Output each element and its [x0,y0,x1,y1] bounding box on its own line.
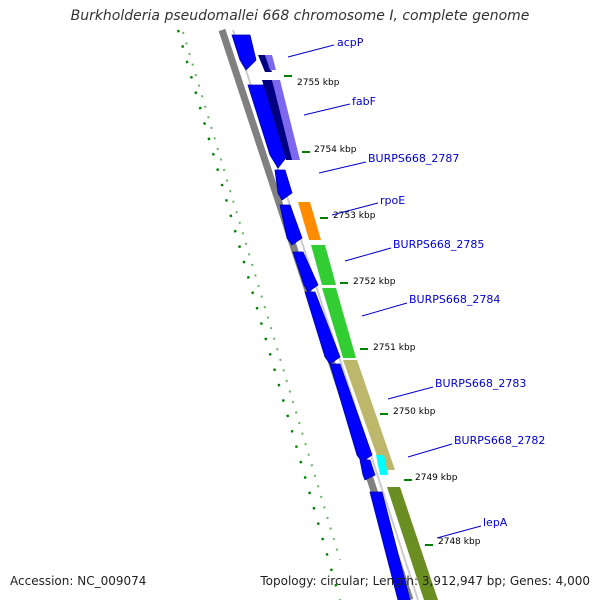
gene-label-acpP: acpP [337,36,364,49]
orf-arrow [369,491,411,600]
gene-label-2783: BURPS668_2783 [435,377,526,390]
leader-line [331,202,379,216]
orf-arrow [359,459,376,481]
orf-arrow [329,363,373,463]
leader-line [407,443,453,458]
leader-line [344,247,392,262]
scale-labels: 2755 kbp 2754 kbp 2753 kbp 2752 kbp 2751… [297,78,481,547]
accession-label: Accession: NC_009074 [10,574,147,588]
leader-line [436,525,482,539]
gene-label-fabF: fabF [352,95,376,108]
scale-label: 2754 kbp [314,145,357,155]
leader-line [303,103,351,116]
gene-2784 [322,288,356,358]
orf-arrow [292,251,319,293]
gene-lepA [387,487,438,600]
gene-label-2787: BURPS668_2787 [368,152,459,165]
gene-rpoE [298,202,321,240]
gene-labels: acpP fabF BURPS668_2787 rpoE BURPS668_27… [337,36,545,529]
scale-label: 2753 kbp [333,211,376,221]
gene-2782 [376,455,388,475]
gc-inner-track [182,31,341,561]
leader-line [361,302,408,317]
gene-2785 [311,245,336,285]
scale-label: 2751 kbp [373,343,416,353]
map-title: Burkholderia pseudomallei 668 chromosome… [70,8,530,24]
orf-track [231,34,411,600]
gene-acpP [258,55,272,72]
scale-ticks [284,75,433,546]
gene-acpP-2 [265,55,276,70]
gene-label-2785: BURPS668_2785 [393,238,484,251]
scale-label: 2749 kbp [415,473,458,483]
gene-label-lepA: lepA [483,516,508,529]
orf-arrow [304,291,341,365]
gene-label-2784: BURPS668_2784 [409,293,500,306]
gene-fabF-2 [272,80,300,160]
orf-arrow [231,34,257,71]
topology-label: Topology: circular; Length: 3,912,947 bp… [260,574,590,588]
scale-label: 2755 kbp [297,78,340,88]
gene-label-2782: BURPS668_2782 [454,434,545,447]
label-leaders [287,44,482,539]
gene-2783 [343,360,395,470]
orf-arrow [279,204,303,246]
scale-label: 2750 kbp [393,407,436,417]
scale-label: 2752 kbp [353,277,396,287]
leader-line [287,44,335,58]
scale-label: 2748 kbp [438,537,481,547]
gene-features [258,55,438,600]
orf-arrow [274,169,293,201]
leader-line [387,386,434,400]
leader-line [318,161,367,174]
gene-label-rpoE: rpoE [380,194,405,207]
